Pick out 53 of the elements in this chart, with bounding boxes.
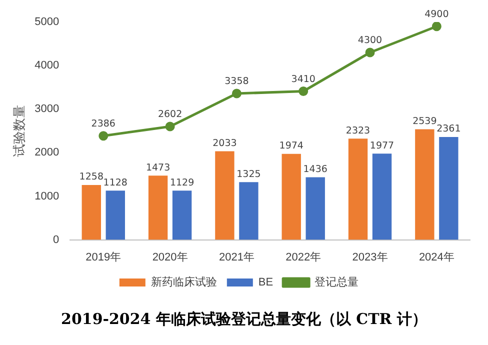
- bar: [415, 129, 434, 240]
- bar: [148, 176, 168, 240]
- bar: [215, 151, 234, 240]
- data-label: 1977: [370, 140, 394, 152]
- point: [432, 22, 442, 32]
- data-label: 2033: [212, 138, 237, 149]
- data-label: 2602: [158, 109, 182, 120]
- data-label: 1974: [279, 140, 304, 152]
- bar: [306, 177, 325, 240]
- legend-label: 新药临床试验: [150, 276, 217, 289]
- bar: [348, 138, 368, 240]
- y-tick-label: 3000: [34, 103, 60, 116]
- data-label: 2361: [436, 124, 461, 135]
- bar: [82, 185, 101, 240]
- x-tick-label: 2023年: [352, 251, 388, 264]
- data-label: 2539: [412, 116, 437, 127]
- bar: [106, 190, 125, 240]
- data-label: 1436: [303, 164, 328, 175]
- y-tick-label: 1000: [34, 190, 60, 202]
- x-tick-label: 2024年: [418, 251, 454, 264]
- point: [165, 122, 175, 132]
- data-label: 4900: [424, 9, 449, 20]
- bar: [172, 190, 192, 240]
- data-label: 1128: [103, 177, 128, 188]
- data-label: 2386: [91, 118, 116, 130]
- data-label: 1258: [79, 172, 104, 183]
- bar: [239, 182, 258, 240]
- legend-label: BE: [258, 276, 274, 289]
- bar: [372, 154, 392, 240]
- point: [232, 88, 242, 98]
- x-tick-label: 2020年: [152, 251, 188, 264]
- data-label: 4300: [358, 35, 382, 46]
- text: 2019-2024 年临床试验登记总量变化（以 CTR 计）: [60, 310, 428, 329]
- point: [298, 86, 308, 96]
- data-label: 1325: [236, 168, 261, 180]
- y-axis-title: 试验数量: [11, 104, 26, 157]
- data-label: 1129: [170, 177, 194, 188]
- y-tick-label: 5000: [34, 16, 60, 28]
- x-tick-label: 2021年: [218, 251, 254, 264]
- x-tick-label: 2019年: [86, 251, 122, 264]
- point: [365, 48, 375, 58]
- y-tick-label: 4000: [34, 60, 60, 72]
- bar: [439, 136, 458, 240]
- legend-label: 登记总量: [314, 276, 359, 289]
- point: [98, 131, 108, 141]
- bar: [282, 154, 301, 240]
- y-tick-label: 2000: [34, 146, 60, 159]
- data-label: 2323: [346, 125, 370, 136]
- data-label: 3358: [224, 76, 249, 88]
- y-tick-label: 0: [52, 234, 60, 246]
- data-label: 1473: [146, 162, 170, 174]
- data-label: 3410: [291, 74, 316, 85]
- x-tick-label: 2022年: [286, 251, 322, 264]
